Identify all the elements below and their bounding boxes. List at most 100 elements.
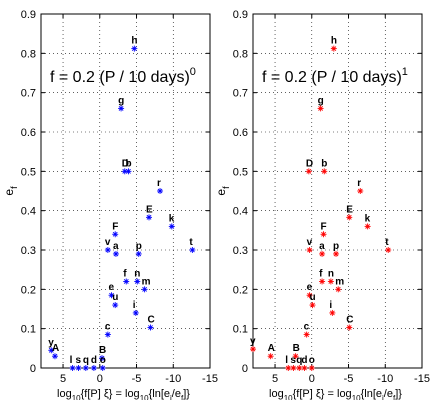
chart-panel-2: 0 0.1 0.2 0.3 0.4 0.5 0.6 0.7 0.8 0.9 5 0 -5 -10 -15 h g… (214, 9, 430, 400)
data-point-C (346, 324, 353, 331)
data-point-F (112, 231, 119, 238)
data-point-c (303, 331, 310, 338)
point-label: u (112, 292, 118, 303)
point-label: h (331, 36, 337, 47)
data-point-q (296, 365, 303, 371)
data-point-o (99, 365, 106, 371)
point-label: E (146, 204, 153, 215)
point-label: D (306, 158, 313, 169)
data-point-h (330, 45, 337, 52)
point-label: s (290, 355, 296, 366)
data-point-p (135, 250, 142, 257)
point-label: q (83, 355, 89, 366)
y-tick-label: 0.6 (21, 127, 36, 139)
point-label: k (169, 213, 175, 224)
annotation-exponent: 1 (402, 66, 408, 78)
data-point-A (267, 353, 274, 360)
point-label: o (309, 355, 315, 366)
y-tick-label: 0.3 (21, 245, 36, 257)
x-tick-label: -5 (344, 373, 354, 385)
y-tick-label: 0.4 (21, 206, 36, 218)
y-tick-label: 0.1 (233, 324, 248, 336)
data-point-k (168, 223, 175, 230)
data-point-g (317, 105, 324, 112)
data-point-o (308, 365, 315, 371)
point-label: n (134, 268, 140, 279)
y-tick-label: 0.1 (21, 324, 36, 336)
data-point-B (98, 355, 105, 362)
x-axis-label-part: 10 (352, 394, 361, 400)
point-label: m (142, 276, 151, 287)
data-point-n (134, 278, 141, 285)
data-point-b (125, 168, 132, 175)
point-label: C (147, 314, 154, 325)
x-axis-label: log10{f[P] ξ} = log10{ln[ei/ef]} (269, 388, 402, 400)
point-label: A (268, 343, 275, 354)
point-label: e (109, 282, 115, 293)
point-label: f (123, 268, 127, 279)
data-point-r (357, 188, 364, 194)
point-label: m (335, 276, 344, 287)
point-label: f (319, 268, 323, 279)
point-label: d (91, 355, 97, 366)
annotation-base: f = 0.2 (P / 10 days) (50, 69, 190, 86)
data-point-t (189, 247, 196, 253)
chart-panel-1: 0 0.1 0.2 0.3 0.4 0.5 0.6 0.7 0.8 0.9 5 0 -5 -10 -15 h g… (2, 9, 218, 400)
point-label: g (318, 95, 324, 106)
data-point-s (75, 365, 82, 371)
plot-area (40, 13, 211, 369)
annotation-exponent: 0 (190, 66, 196, 78)
y-tick-label: 0.6 (233, 127, 248, 139)
data-point-i (132, 309, 139, 316)
data-point-B (292, 353, 299, 360)
data-point-d (301, 365, 308, 371)
data-point-C (147, 324, 154, 331)
data-point-F (320, 231, 327, 238)
y-tick-label: 0 (30, 363, 36, 375)
point-label: r (357, 178, 361, 189)
x-axis-label-part: /e (172, 388, 181, 400)
point-label: i (133, 300, 136, 311)
data-point-i (329, 309, 336, 316)
data-point-k (364, 223, 371, 230)
x-axis-label: log10{f[P] ξ} = log10{ln[ei/ef]} (57, 388, 190, 400)
panel-annotation: f = 0.2 (P / 10 days)0 (50, 66, 196, 86)
point-label: c (105, 322, 111, 333)
point-label: k (365, 213, 371, 224)
data-point-u (112, 302, 119, 309)
x-axis-label-part: {f[P] ξ} = log (293, 388, 352, 400)
point-label: a (113, 241, 119, 252)
x-axis-label-part: f (393, 394, 396, 400)
y-tick-label: 0.7 (21, 88, 36, 100)
data-point-A (51, 353, 58, 360)
data-point-p (333, 250, 340, 257)
data-point-q (82, 365, 89, 371)
point-label: E (346, 204, 353, 215)
y-tick-label: 0.5 (233, 166, 248, 178)
y-tick-label: 0.3 (233, 245, 248, 257)
point-label: e (307, 282, 313, 293)
point-label: o (100, 355, 106, 366)
data-point-e (108, 292, 115, 299)
x-axis-label-part: i (382, 394, 384, 400)
y-axis-label-main: e (2, 189, 16, 196)
point-label: B (99, 345, 106, 356)
point-label: A (52, 343, 59, 354)
x-axis-label-part: 10 (284, 394, 293, 400)
x-tick-label: -10 (377, 373, 393, 385)
data-point-f (123, 278, 130, 285)
point-label: y (48, 337, 54, 348)
point-label: s (75, 355, 81, 366)
y-tick-label: 0.2 (21, 284, 36, 296)
x-axis-label-part: ]} (183, 388, 190, 400)
data-point-t (385, 247, 392, 253)
point-label: a (319, 241, 325, 252)
y-tick-label: 0.9 (233, 9, 248, 21)
y-axis-label-main: e (214, 189, 228, 196)
point-label: l (285, 355, 288, 366)
data-point-e (306, 292, 313, 299)
data-point-a (112, 250, 119, 257)
x-axis-label-part: log (269, 388, 284, 400)
y-tick-label: 0.8 (233, 48, 248, 60)
